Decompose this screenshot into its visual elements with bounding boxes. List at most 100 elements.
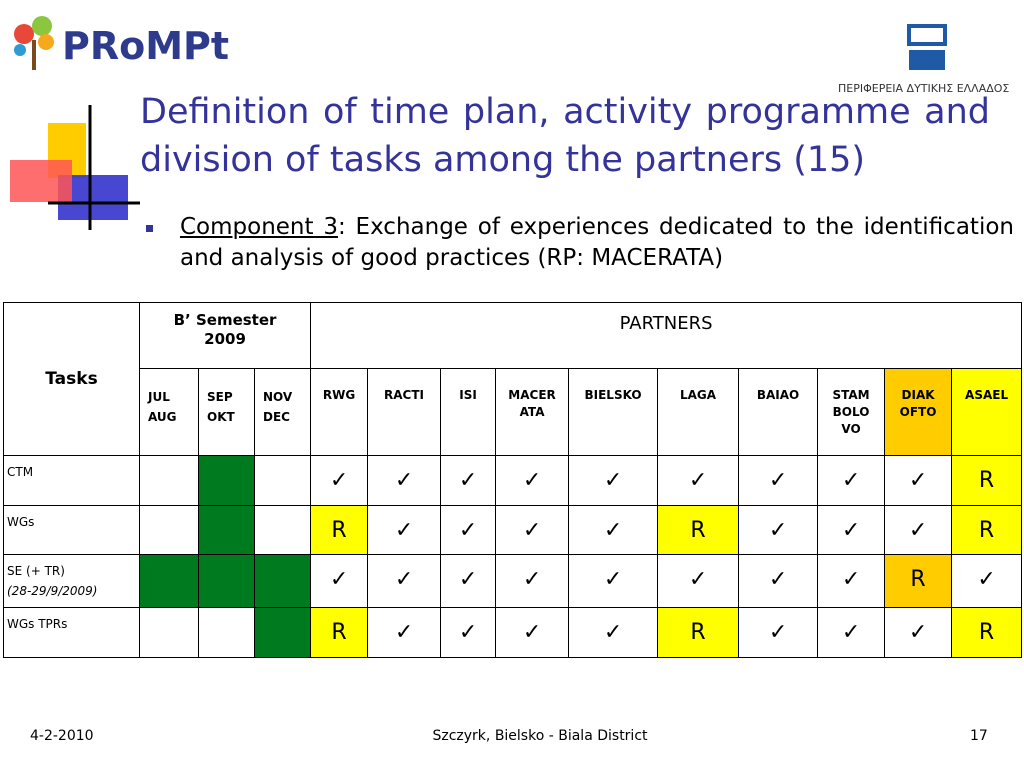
partner-cell: R <box>310 607 369 658</box>
cell-line: SEP <box>207 390 233 404</box>
partner-cell: ✓ <box>817 505 886 555</box>
partner-header: RACTI <box>367 368 442 456</box>
partner-cell: ✓ <box>495 455 570 506</box>
footer-date: 4-2-2010 <box>30 728 94 744</box>
partner-cell: ✓ <box>568 607 659 658</box>
partner-cell: ✓ <box>817 607 886 658</box>
month-cell <box>139 554 199 608</box>
bullet-dot <box>146 225 153 232</box>
cell-line: (28-29/9/2009) <box>7 584 98 598</box>
task-table: Tasks B’ Semester 2009 PARTNERS JUL AUG SEP OKT… <box>3 302 1023 658</box>
month-cell <box>198 607 255 658</box>
month-cell <box>253 455 312 506</box>
partner-cell: ✓ <box>568 505 659 555</box>
cell-line: WGs <box>7 515 35 529</box>
cell-line: WGs TPRs <box>7 617 68 631</box>
task-row: WGs R ✓ ✓ ✓ ✓ R ✓ ✓ ✓ R <box>3 505 1023 555</box>
cell-line: SE (+ TR) <box>7 564 65 578</box>
partner-cell: ✓ <box>568 455 659 506</box>
month-cell <box>198 455 255 506</box>
cell-line: NOV <box>263 390 293 404</box>
partner-cell: R <box>884 554 953 608</box>
partner-cell: ✓ <box>738 455 819 506</box>
header-row: Tasks B’ Semester 2009 PARTNERS <box>3 302 1023 456</box>
month-cell <box>139 505 199 555</box>
decoration <box>10 105 140 230</box>
partner-cell: ✓ <box>884 455 953 506</box>
cell-line: JUL <box>148 390 170 404</box>
month-cell <box>253 505 312 555</box>
partner-cell: R <box>657 607 740 658</box>
partner-header: BIELSKO <box>568 368 659 456</box>
partner-cell: ✓ <box>817 554 886 608</box>
logo-text: PRoMPt <box>62 24 230 68</box>
month-cell <box>139 455 199 506</box>
partners-header: PARTNERS <box>310 302 1023 369</box>
cell-line: AUG <box>148 410 177 424</box>
cell-line: OKT <box>207 410 235 424</box>
partner-cell: ✓ <box>367 607 442 658</box>
task-label: WGs <box>3 505 140 555</box>
cell-line: ASAEL <box>965 388 1009 402</box>
cell-line: BIELSKO <box>584 388 642 402</box>
month-cell <box>253 554 312 608</box>
cell-line: CTM <box>7 465 34 479</box>
partner-cell: ✓ <box>738 554 819 608</box>
partner-header: BAIAO <box>738 368 819 456</box>
cell-line: OFTO <box>899 405 937 419</box>
cell-line: 2009 <box>204 330 246 348</box>
footer-place: Szczyrk, Bielsko - Biala District <box>432 728 648 744</box>
cell-line: STAM <box>832 388 870 402</box>
cell-line: MACER <box>508 388 556 402</box>
partner-cell: ✓ <box>738 607 819 658</box>
region-text: ΠΕΡΙΦΕΡΕΙΑ ΔΥΤΙΚΗΣ ΕΛΛΑΔΟΣ <box>838 82 1010 95</box>
task-label: SE (+ TR) (28-29/9/2009) <box>3 554 140 608</box>
region-logo <box>907 24 947 70</box>
slide-title: Definition of time plan, activity progra… <box>140 92 990 180</box>
partner-cell: ✓ <box>440 554 497 608</box>
cell-line: BOLO <box>832 405 870 419</box>
partner-header: RWG <box>310 368 369 456</box>
semester-header: B’ Semester 2009 <box>138 302 312 369</box>
partner-cell: ✓ <box>310 455 369 506</box>
cell-line: B’ Semester <box>173 311 277 329</box>
cell-line: BAIAO <box>756 388 800 402</box>
month-header: NOV DEC <box>253 368 312 456</box>
task-row: WGs TPRs R ✓ ✓ ✓ ✓ R ✓ ✓ ✓ R <box>3 607 1023 658</box>
partner-cell: ✓ <box>568 554 659 608</box>
month-header: JUL AUG <box>139 368 199 456</box>
partner-header: STAM BOLO VO <box>817 368 886 456</box>
cell-line: ATA <box>519 405 545 419</box>
cell-line: ISI <box>459 388 477 402</box>
partner-cell: ✓ <box>495 554 570 608</box>
partner-cell: R <box>951 607 1023 658</box>
task-row: CTM ✓ ✓ ✓ ✓ ✓ ✓ ✓ ✓ ✓ R <box>3 455 1023 506</box>
task-row: SE (+ TR) (28-29/9/2009) ✓ ✓ ✓ ✓ ✓ ✓ ✓ ✓ R ✓ <box>3 554 1023 608</box>
partner-cell: ✓ <box>495 505 570 555</box>
partner-cell: ✓ <box>657 455 740 506</box>
component-link: Component 3 <box>180 214 338 240</box>
month-cell <box>198 554 255 608</box>
month-cell <box>253 607 312 658</box>
cell-line: RACTI <box>384 388 425 402</box>
partner-cell: ✓ <box>495 607 570 658</box>
partner-cell: ✓ <box>884 505 953 555</box>
partner-cell: ✓ <box>440 607 497 658</box>
partner-cell: ✓ <box>440 455 497 506</box>
footer-page: 17 <box>970 728 988 744</box>
partner-cell: ✓ <box>817 455 886 506</box>
partner-cell: ✓ <box>884 607 953 658</box>
partner-cell: ✓ <box>310 554 369 608</box>
task-label: WGs TPRs <box>3 607 140 658</box>
header-row: JUL AUG SEP OKT NOV DEC RWG RACTI ISI MACER ATA BIE… <box>4 368 1023 456</box>
tasks-header: Tasks <box>3 302 140 456</box>
month-cell <box>198 505 255 555</box>
partner-header: MACER ATA <box>495 368 570 456</box>
bullet-body: : Exchange of experiences dedicated to t… <box>180 214 1014 271</box>
partner-cell: ✓ <box>367 554 442 608</box>
partner-header: DIAK OFTO <box>884 368 953 456</box>
month-header: SEP OKT <box>198 368 255 456</box>
cell-line: LAGA <box>679 388 717 402</box>
partner-header: ISI <box>440 368 497 456</box>
